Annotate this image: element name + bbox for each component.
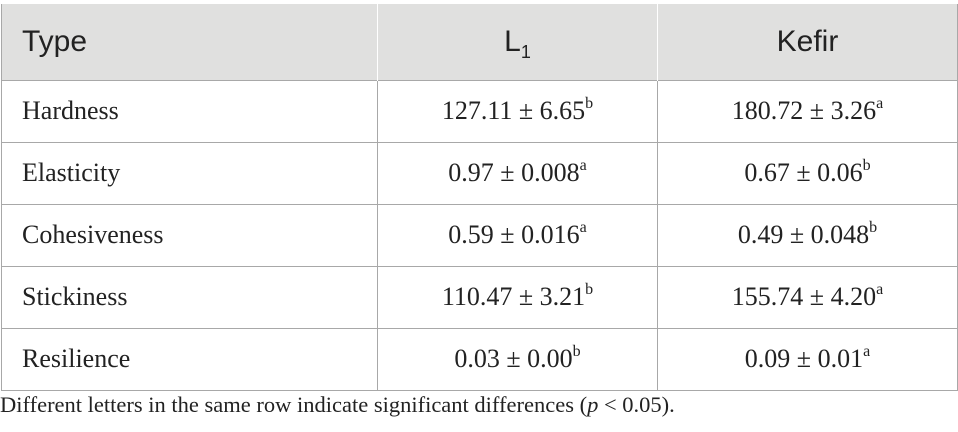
table-header: Type L1 Kefir — [1, 4, 958, 80]
table-footnote: Different letters in the same row indica… — [0, 392, 675, 417]
table-row: Stickiness 110.47 ± 3.21b 155.74 ± 4.20a — [1, 265, 958, 329]
table-row: Resilience 0.03 ± 0.00b 0.09 ± 0.01a — [1, 327, 958, 391]
cell-l1: 0.03 ± 0.00b — [377, 327, 658, 391]
data-table-container: Type L1 Kefir Hardness 127.11 ± 6.65b 18… — [0, 4, 958, 391]
cell-l1: 110.47 ± 3.21b — [377, 265, 658, 329]
cell-l1: 0.59 ± 0.016a — [377, 203, 658, 267]
cell-kefir: 180.72 ± 3.26a — [657, 79, 958, 143]
cell-kefir: 0.67 ± 0.06b — [657, 141, 958, 205]
row-label: Stickiness — [1, 265, 378, 329]
table-row: Hardness 127.11 ± 6.65b 180.72 ± 3.26a — [1, 79, 958, 143]
cell-kefir: 0.09 ± 0.01a — [657, 327, 958, 391]
cell-l1: 0.97 ± 0.008a — [377, 141, 658, 205]
row-label: Cohesiveness — [1, 203, 378, 267]
row-label: Resilience — [1, 327, 378, 391]
table-row: Elasticity 0.97 ± 0.008a 0.67 ± 0.06b — [1, 141, 958, 205]
texture-table: Type L1 Kefir Hardness 127.11 ± 6.65b 18… — [1, 4, 958, 391]
header-kefir: Kefir — [657, 4, 958, 80]
header-type: Type — [1, 4, 378, 80]
cell-l1: 127.11 ± 6.65b — [377, 79, 658, 143]
cell-kefir: 0.49 ± 0.048b — [657, 203, 958, 267]
header-row: Type L1 Kefir — [1, 4, 958, 80]
header-l1: L1 — [377, 4, 658, 80]
cell-kefir: 155.74 ± 4.20a — [657, 265, 958, 329]
row-label: Hardness — [1, 79, 378, 143]
table-body: Hardness 127.11 ± 6.65b 180.72 ± 3.26a E… — [1, 79, 958, 391]
row-label: Elasticity — [1, 141, 378, 205]
table-row: Cohesiveness 0.59 ± 0.016a 0.49 ± 0.048b — [1, 203, 958, 267]
